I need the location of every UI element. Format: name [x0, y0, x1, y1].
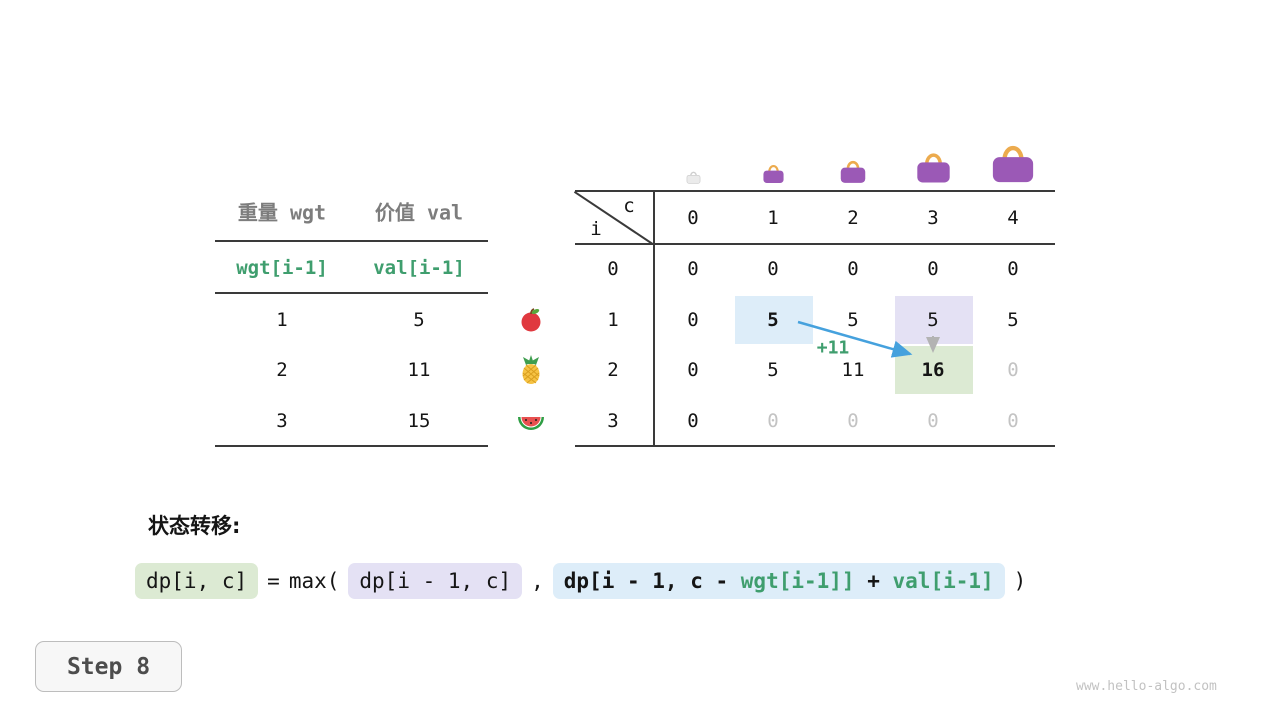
dp-table-rule-top [575, 190, 1055, 192]
item-row-2-wgt: 2 [276, 359, 288, 381]
items-table-rule-top [215, 240, 488, 242]
items-table-wgt-var: wgt[i-1] [236, 257, 328, 279]
formula-arg2: dp[i - 1, c - wgt[i-1]] + val[i-1] [552, 563, 1005, 599]
dp-cell-0-1: 0 [767, 258, 779, 280]
dp-table-rule-vertical [653, 190, 655, 446]
dp-table-corner-diagonal [574, 191, 654, 245]
items-table-rule-bottom [215, 445, 488, 447]
formula-arg1: dp[i - 1, c] [348, 563, 523, 599]
corner-col-var: c [623, 195, 635, 217]
item-row-1-val: 5 [413, 309, 425, 331]
dp-cell-0-2: 0 [847, 258, 859, 280]
dp-cell-3-2: 0 [847, 410, 859, 432]
dp-cell-0-4: 0 [1007, 258, 1019, 280]
items-table-col1-header: 重量 wgt [237, 200, 327, 225]
corner-row-var: i [590, 218, 602, 240]
col-header-4: 4 [1007, 207, 1019, 229]
row-header-2: 2 [607, 359, 619, 381]
dp-table-rule-header [575, 243, 1055, 245]
dp-cell-1-3: 5 [927, 309, 939, 331]
dp-cell-1-1: 5 [767, 309, 779, 331]
bag-capacity-2-icon [840, 160, 866, 183]
formula-lhs: dp[i, c] [135, 563, 259, 599]
dp-cell-2-3: 16 [921, 359, 945, 381]
item-row-2-val: 11 [407, 359, 431, 381]
step-badge: Step 8 [35, 641, 182, 692]
bag-capacity-4-icon [992, 145, 1034, 183]
dp-table-rule-bottom [575, 445, 1055, 447]
row-header-1: 1 [607, 309, 619, 331]
watermark: www.hello-algo.com [1076, 679, 1217, 694]
items-table-val-var: val[i-1] [373, 257, 465, 279]
formula-arg2-part4: val[i-1] [892, 569, 994, 593]
pineapple-icon [522, 355, 540, 384]
col-header-1: 1 [767, 207, 779, 229]
formula-comma: , [531, 569, 544, 593]
row-header-0: 0 [607, 258, 619, 280]
dp-cell-1-4: 5 [1007, 309, 1019, 331]
bag-capacity-1-icon [763, 164, 784, 184]
transition-formula: dp[i, c] = max( dp[i - 1, c] , dp[i - 1,… [135, 559, 1026, 603]
row-header-3: 3 [607, 410, 619, 432]
bag-capacity-3-icon [917, 153, 950, 183]
items-table-col2-header: 价值 val [374, 200, 464, 225]
col-header-0: 0 [687, 207, 699, 229]
watermelon-icon [518, 417, 544, 430]
dp-cell-1-0: 0 [687, 309, 699, 331]
items-table-rule-mid [215, 292, 488, 294]
col-header-2: 2 [847, 207, 859, 229]
item-row-3-wgt: 3 [276, 410, 288, 432]
bag-capacity-0-icon [686, 171, 701, 184]
dp-cell-2-2: 11 [841, 359, 865, 381]
col-header-3: 3 [927, 207, 939, 229]
dp-cell-3-1: 0 [767, 410, 779, 432]
formula-arg2-part1: dp[i - 1, c - [563, 569, 741, 593]
dp-cell-1-2: 5 [847, 309, 859, 331]
dp-cell-2-4: 0 [1007, 359, 1019, 381]
apple-icon [521, 308, 541, 332]
transition-title: 状态转移: [148, 514, 241, 538]
dp-cell-3-4: 0 [1007, 410, 1019, 432]
dp-cell-3-0: 0 [687, 410, 699, 432]
formula-equals: = [267, 569, 280, 593]
plus-value-annotation: +11 [816, 337, 850, 359]
dp-cell-0-3: 0 [927, 258, 939, 280]
formula-arg2-part3: + [854, 569, 893, 593]
formula-close-paren: ) [1013, 569, 1027, 593]
dp-cell-0-0: 0 [687, 258, 699, 280]
formula-arg2-part2: wgt[i-1]] [740, 569, 855, 593]
dp-cell-2-1: 5 [767, 359, 779, 381]
formula-max-open: max( [288, 569, 340, 593]
dp-cell-3-3: 0 [927, 410, 939, 432]
item-row-3-val: 15 [407, 410, 431, 432]
item-row-1-wgt: 1 [276, 309, 288, 331]
dp-cell-2-0: 0 [687, 359, 699, 381]
